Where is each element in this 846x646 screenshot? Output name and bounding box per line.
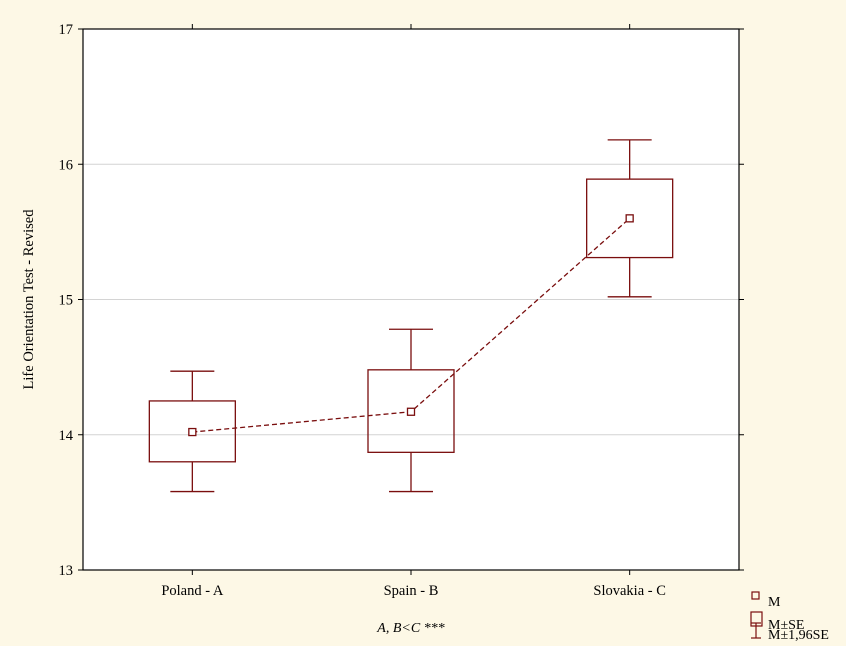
x-tick-label: Spain - B — [384, 583, 439, 599]
plot-frame — [82, 28, 740, 571]
x-axis-ticks: Poland - A Spain - B Slovakia - C — [161, 24, 666, 599]
y-tick-label: 13 — [59, 563, 74, 579]
mean-marker — [406, 407, 416, 416]
x-tick-label: Slovakia - C — [593, 583, 666, 599]
y-axis-ticks: 13 14 15 16 17 — [59, 22, 744, 579]
legend-item-ci: M±1,96SE — [768, 628, 829, 641]
legend: M M±SE M±1,96SE — [750, 591, 829, 643]
legend-mean-swatch — [751, 591, 760, 600]
x-tick-label: Poland - A — [161, 583, 224, 599]
mean-marker — [625, 214, 634, 223]
legend-item-mean: M — [768, 595, 781, 610]
box-group-1 — [148, 370, 236, 493]
box-group-3 — [586, 139, 674, 298]
y-tick-label: 15 — [59, 293, 74, 309]
legend-item-se: M±SE — [768, 618, 804, 633]
se-box — [148, 400, 236, 463]
x-axis-label: A, B<C *** — [376, 621, 444, 636]
y-axis-label: Life Orientation Test - Revised — [21, 209, 37, 390]
se-box — [367, 369, 455, 453]
y-tick-label: 17 — [59, 22, 74, 38]
box-group-2 — [367, 328, 455, 493]
y-tick-label: 14 — [59, 428, 74, 444]
mean-marker — [188, 427, 197, 437]
box-series — [148, 139, 674, 493]
se-box — [586, 178, 674, 259]
legend-ci-swatch — [751, 622, 761, 639]
y-tick-label: 16 — [59, 157, 74, 173]
